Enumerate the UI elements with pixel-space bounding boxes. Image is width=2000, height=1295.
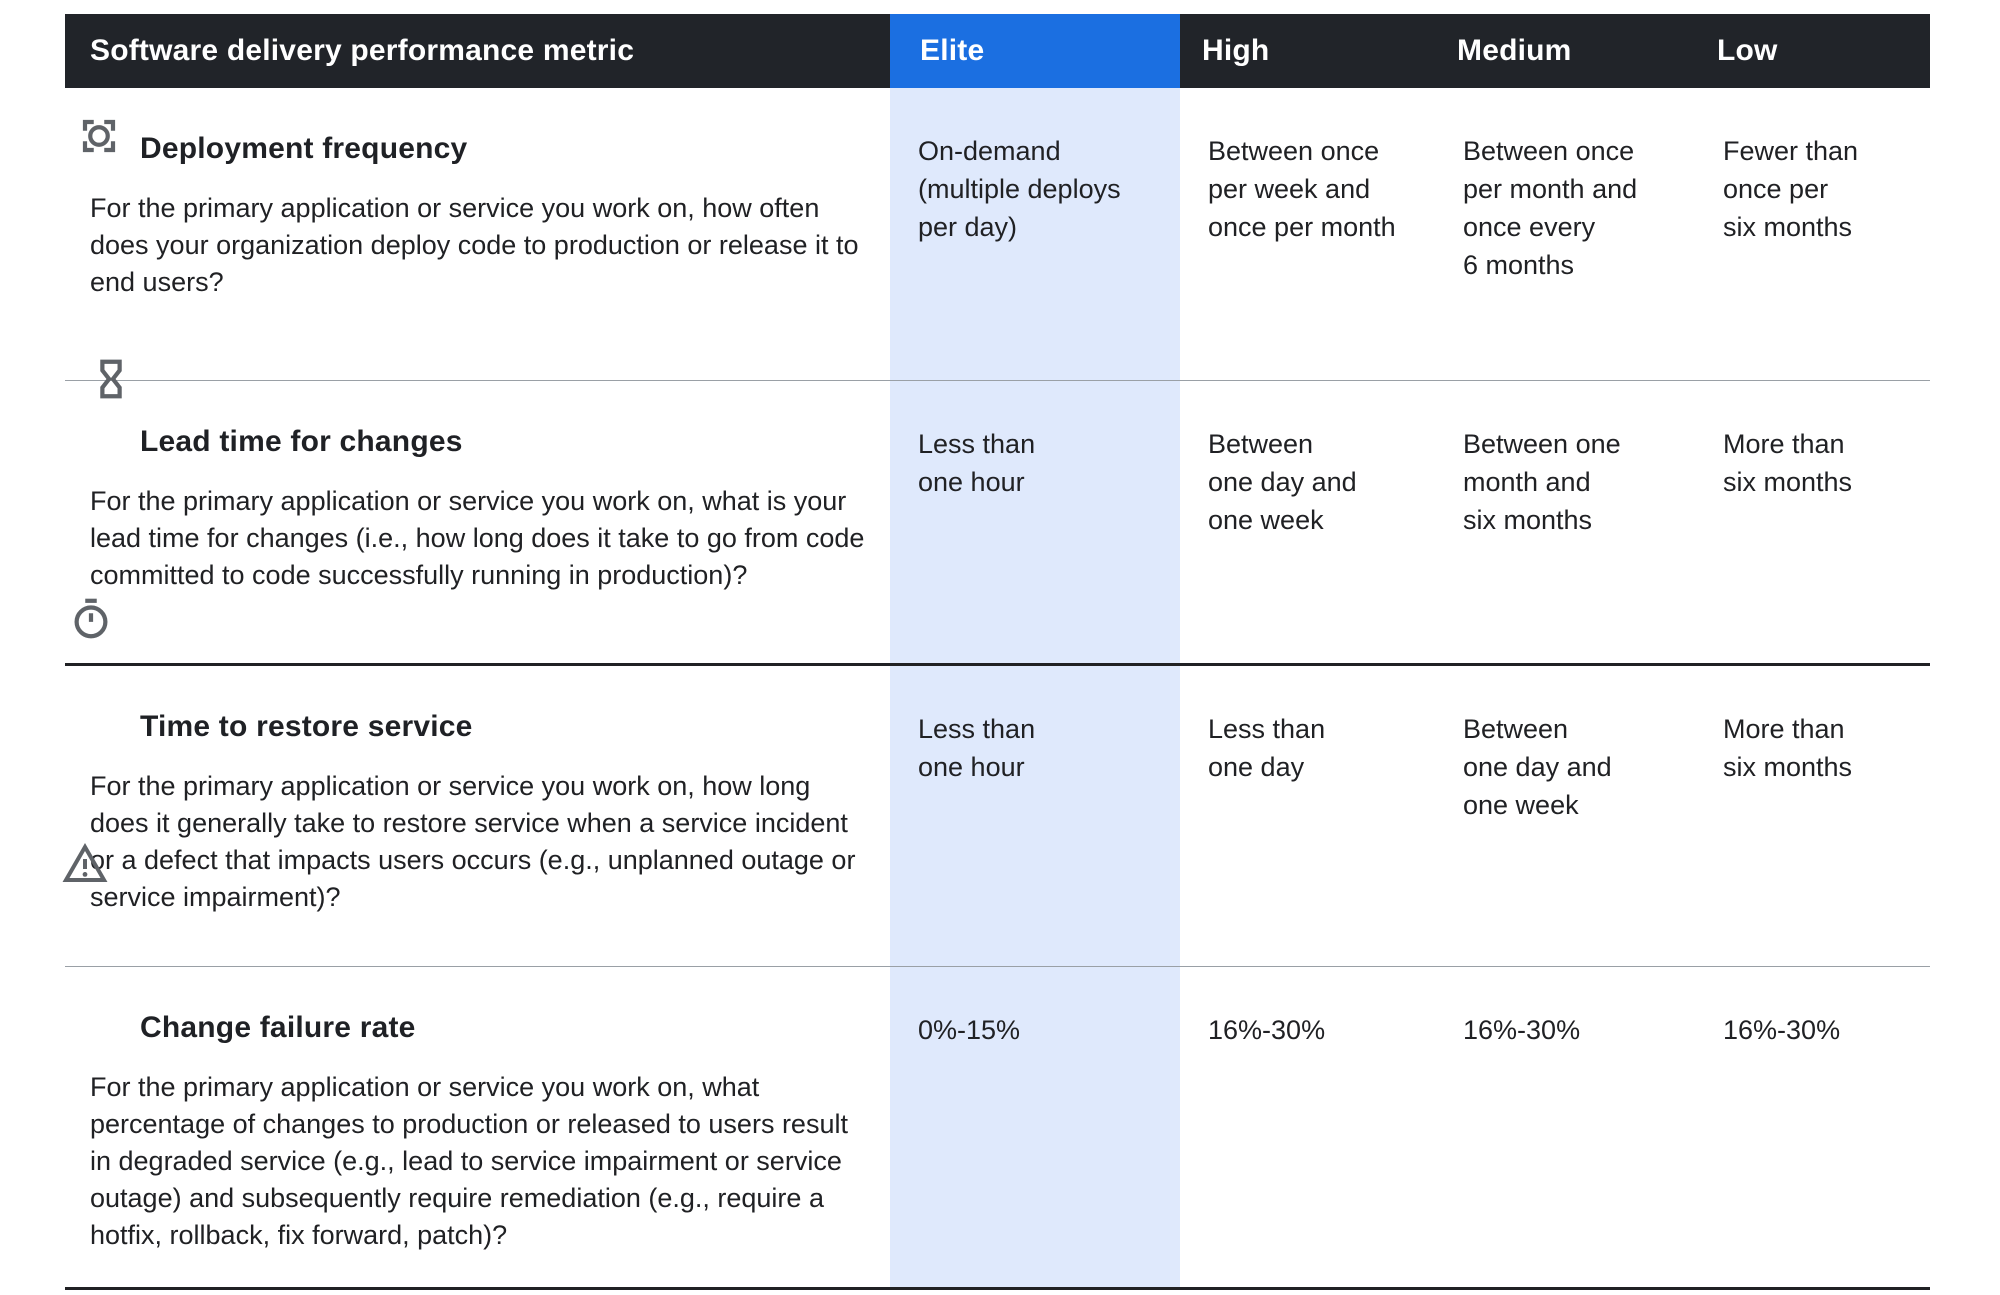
table-row-time-to-restore-service: Time to restore service For the primary … bbox=[65, 663, 1930, 966]
medium-value-cell: Between one month and six months bbox=[1463, 429, 1621, 535]
focus-circle-icon bbox=[78, 115, 120, 157]
table-header-row: Software delivery performance metric Eli… bbox=[65, 14, 1930, 88]
metric-description: For the primary application or service y… bbox=[90, 193, 859, 297]
low-value-cell: More than six months bbox=[1723, 714, 1853, 782]
table-row-lead-time-for-changes: Lead time for changes For the primary ap… bbox=[65, 380, 1930, 663]
metric-cell: Lead time for changes For the primary ap… bbox=[65, 381, 890, 663]
metric-cell: Change failure rate For the primary appl… bbox=[65, 967, 890, 1287]
elite-value-cell: 0%-15% bbox=[890, 967, 1180, 1287]
high-value-cell: Between once per week and once per month bbox=[1208, 136, 1396, 242]
header-medium-column: Medium bbox=[1457, 34, 1572, 67]
metric-description: For the primary application or service y… bbox=[90, 486, 865, 590]
metric-description: For the primary application or service y… bbox=[90, 771, 856, 912]
software-delivery-performance-table: Software delivery performance metric Eli… bbox=[62, 14, 1930, 1290]
high-value-cell: Less than one day bbox=[1208, 714, 1326, 782]
medium-value-cell: 16%-30% bbox=[1463, 1015, 1581, 1045]
metric-title: Lead time for changes bbox=[140, 425, 463, 458]
high-value-cell: Between one day and one week bbox=[1208, 429, 1357, 535]
low-value-cell: 16%-30% bbox=[1723, 1015, 1841, 1045]
warning-triangle-icon bbox=[61, 840, 109, 888]
header-high-column: High bbox=[1202, 34, 1270, 67]
high-value-cell: 16%-30% bbox=[1208, 1015, 1326, 1045]
medium-value-cell: Between one day and one week bbox=[1463, 714, 1612, 820]
metric-title: Time to restore service bbox=[140, 710, 473, 743]
header-metric-column: Software delivery performance metric bbox=[90, 34, 635, 67]
metric-cell: Time to restore service For the primary … bbox=[65, 666, 890, 966]
table-row-deployment-frequency: Deployment frequency For the primary app… bbox=[65, 88, 1930, 380]
elite-value-cell: On-demand (multiple deploys per day) bbox=[890, 88, 1180, 380]
header-elite-column: Elite bbox=[890, 14, 1180, 88]
hourglass-icon bbox=[88, 356, 134, 402]
metric-cell: Deployment frequency For the primary app… bbox=[65, 88, 890, 380]
header-low-column: Low bbox=[1717, 34, 1778, 67]
low-value-cell: Fewer than once per six months bbox=[1723, 136, 1859, 242]
elite-value-cell: Less than one hour bbox=[890, 666, 1180, 966]
metric-title: Change failure rate bbox=[140, 1011, 416, 1044]
medium-value-cell: Between once per month and once every 6 … bbox=[1463, 136, 1638, 280]
low-value-cell: More than six months bbox=[1723, 429, 1853, 497]
table-row-change-failure-rate: Change failure rate For the primary appl… bbox=[65, 966, 1930, 1287]
elite-value-cell: Less than one hour bbox=[890, 381, 1180, 663]
metric-title: Deployment frequency bbox=[140, 132, 468, 165]
metric-description: For the primary application or service y… bbox=[90, 1072, 848, 1250]
timer-icon bbox=[68, 596, 114, 642]
